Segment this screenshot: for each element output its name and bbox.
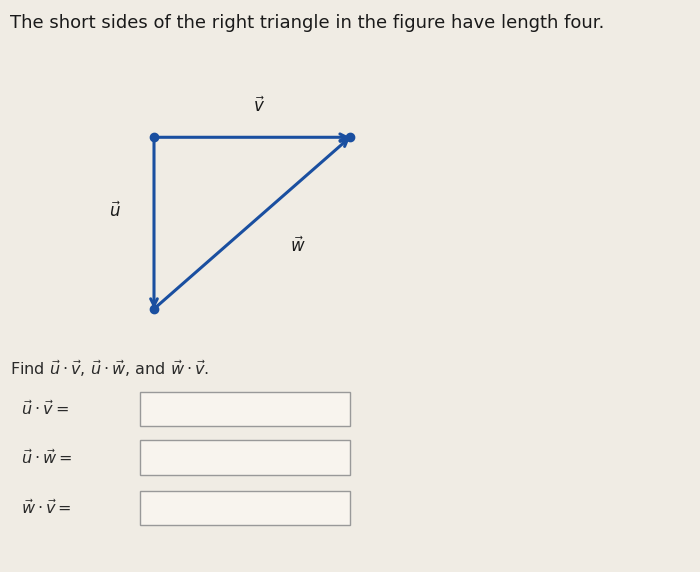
- Text: $\vec{u}\cdot\vec{v}=$: $\vec{u}\cdot\vec{v}=$: [21, 400, 69, 418]
- Text: $\vec{u}\cdot\vec{w}=$: $\vec{u}\cdot\vec{w}=$: [21, 448, 72, 467]
- Bar: [140, 491, 350, 525]
- Text: The short sides of the right triangle in the figure have length four.: The short sides of the right triangle in…: [10, 14, 605, 32]
- Bar: [140, 392, 350, 426]
- Text: $\vec{w}$: $\vec{w}$: [290, 236, 305, 256]
- Text: $\vec{w}\cdot\vec{v}=$: $\vec{w}\cdot\vec{v}=$: [21, 499, 71, 517]
- Text: Find $\vec{u}\cdot\vec{v}$, $\vec{u}\cdot\vec{w}$, and $\vec{w}\cdot\vec{v}$.: Find $\vec{u}\cdot\vec{v}$, $\vec{u}\cdo…: [10, 359, 210, 379]
- Bar: [140, 440, 350, 475]
- Text: $\vec{u}$: $\vec{u}$: [109, 202, 122, 221]
- Text: $\vec{v}$: $\vec{v}$: [253, 96, 265, 116]
